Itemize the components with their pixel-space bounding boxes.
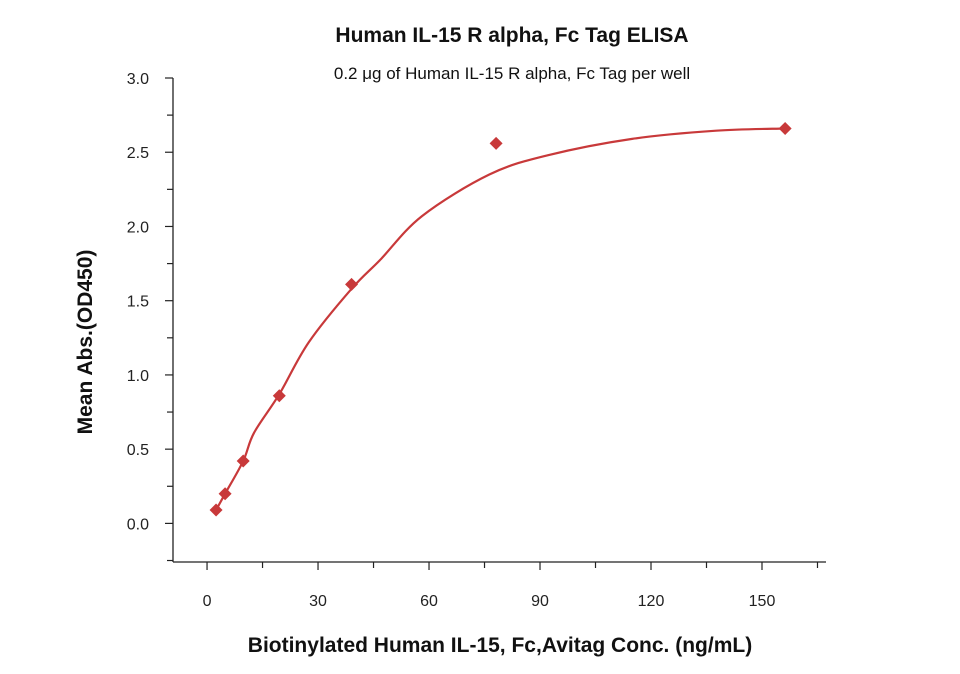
data-point <box>218 487 232 501</box>
x-tick-label: 0 <box>203 593 212 610</box>
data-point <box>345 277 359 291</box>
x-tick-label: 150 <box>749 593 776 610</box>
y-tick-label: 0.5 <box>127 442 149 459</box>
x-tick-label: 60 <box>420 593 438 610</box>
data-point <box>778 121 792 135</box>
x-tick-label: 90 <box>531 593 549 610</box>
y-tick-label: 0.0 <box>127 516 149 533</box>
x-tick-label: 30 <box>309 593 327 610</box>
chart-subtitle: 0.2 μg of Human IL-15 R alpha, Fc Tag pe… <box>334 64 690 83</box>
data-point <box>272 389 286 403</box>
x-tick-label: 120 <box>638 593 665 610</box>
x-axis-label: Biotinylated Human IL-15, Fc,Avitag Conc… <box>248 634 752 657</box>
y-tick-label: 1.0 <box>127 368 149 385</box>
y-tick-label: 2.5 <box>127 145 149 162</box>
y-tick-label: 1.5 <box>127 294 149 311</box>
data-point <box>209 503 223 517</box>
y-axis-label: Mean Abs.(OD450) <box>74 250 97 435</box>
data-point <box>489 136 503 150</box>
fit-curve <box>215 127 786 511</box>
chart-title: Human IL-15 R alpha, Fc Tag ELISA <box>335 24 688 47</box>
y-tick-label: 2.0 <box>127 219 149 236</box>
y-tick-label: 3.0 <box>127 71 149 88</box>
data-point <box>236 454 250 468</box>
